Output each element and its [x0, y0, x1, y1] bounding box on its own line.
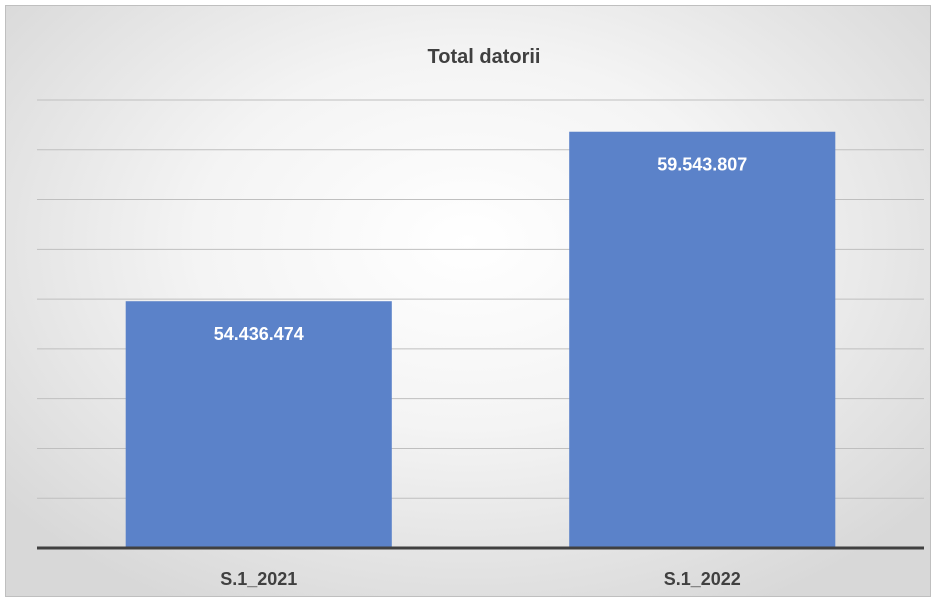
data-label: 54.436.474 — [214, 324, 304, 344]
bar-S.1_2021 — [125, 301, 392, 548]
bar-S.1_2022 — [569, 131, 836, 548]
data-labels: 54.436.474 59.543.807 — [214, 155, 748, 344]
x-tick-label: S.1_2022 — [664, 569, 741, 589]
chart-title: Total datorii — [428, 46, 541, 68]
x-tick-labels: S.1_2021 S.1_2022 — [220, 569, 741, 589]
bars — [125, 131, 836, 548]
data-label: 59.543.807 — [657, 155, 747, 175]
x-tick-label: S.1_2021 — [220, 569, 297, 589]
